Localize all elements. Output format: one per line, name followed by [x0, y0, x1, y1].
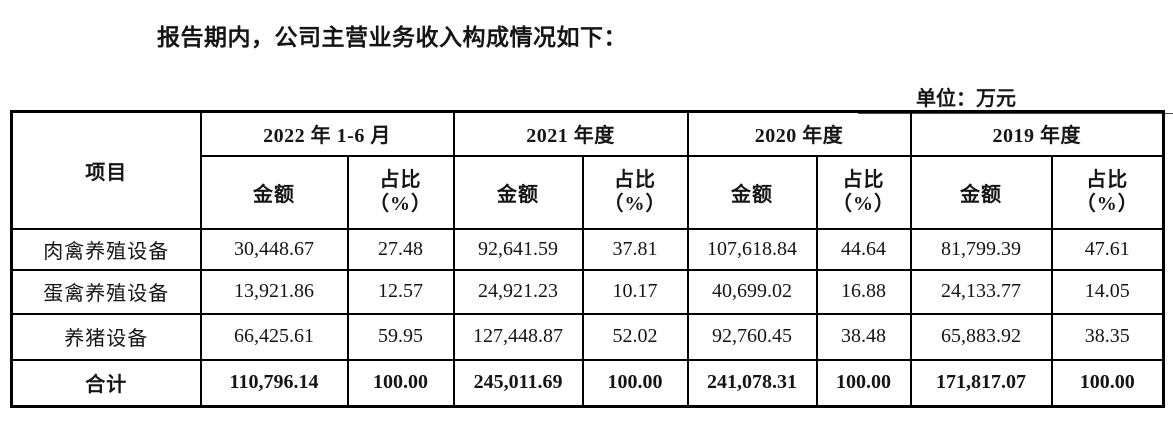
period-header-2019: 2019 年度 — [909, 110, 1165, 157]
amount-cell: 24,133.77 — [909, 268, 1053, 315]
row-label-total: 合计 — [10, 358, 202, 408]
row-label: 肉禽养殖设备 — [10, 227, 202, 271]
ratio-subheader-line1: 占比 — [1086, 169, 1129, 191]
amount-subheader: 金额 — [199, 154, 349, 230]
ratio-subheader: 占比 （%） — [1050, 154, 1165, 230]
ratio-cell: 59.95 — [346, 312, 455, 361]
amount-cell: 127,448.87 — [452, 312, 584, 361]
ratio-cell: 44.64 — [815, 227, 912, 271]
ratio-cell: 47.61 — [1050, 227, 1165, 271]
amount-subheader: 金额 — [452, 154, 584, 230]
amount-cell: 13,921.86 — [199, 268, 349, 315]
ratio-subheader-line2: （%） — [369, 193, 432, 215]
ratio-subheader-line1: 占比 — [842, 169, 885, 191]
amount-cell: 40,699.02 — [686, 268, 818, 315]
amount-cell: 110,796.14 — [199, 358, 349, 408]
ratio-cell: 38.48 — [815, 312, 912, 361]
item-column-header: 项目 — [10, 110, 202, 230]
amount-cell: 65,883.92 — [909, 312, 1053, 361]
ratio-cell: 14.05 — [1050, 268, 1165, 315]
row-label: 养猪设备 — [10, 312, 202, 361]
amount-subheader: 金额 — [909, 154, 1053, 230]
period-header-2021: 2021 年度 — [452, 110, 689, 157]
table-row-egg-poultry: 蛋禽养殖设备 13,921.86 12.57 24,921.23 10.17 4… — [10, 268, 1165, 315]
table-row-pig-equipment: 养猪设备 66,425.61 59.95 127,448.87 52.02 92… — [10, 312, 1165, 361]
period-header-2022: 2022 年 1-6 月 — [199, 110, 455, 157]
ratio-cell: 16.88 — [815, 268, 912, 315]
amount-cell: 92,760.45 — [686, 312, 818, 361]
amount-cell: 171,817.07 — [909, 358, 1053, 408]
header-row-periods: 项目 2022 年 1-6 月 2021 年度 2020 年度 2019 年度 — [10, 110, 1165, 230]
amount-cell: 30,448.67 — [199, 227, 349, 271]
ratio-cell: 12.57 — [346, 268, 455, 315]
ratio-subheader-line2: （%） — [832, 193, 896, 215]
amount-cell: 92,641.59 — [452, 227, 584, 271]
ratio-cell: 100.00 — [346, 358, 455, 408]
amount-cell: 66,425.61 — [199, 312, 349, 361]
ratio-subheader: 占比 （%） — [581, 154, 689, 230]
amount-cell: 24,921.23 — [452, 268, 584, 315]
revenue-composition-table: 项目 2022 年 1-6 月 2021 年度 2020 年度 2019 年度 … — [10, 110, 1166, 408]
period-header-2020: 2020 年度 — [686, 110, 912, 157]
table-row-total: 合计 110,796.14 100.00 245,011.69 100.00 2… — [10, 358, 1165, 408]
table-row-meat-poultry: 肉禽养殖设备 30,448.67 27.48 92,641.59 37.81 1… — [10, 227, 1165, 271]
ratio-subheader-line2: （%） — [1075, 193, 1139, 215]
row-label: 蛋禽养殖设备 — [10, 268, 202, 315]
unit-label-text: 单位：万元 — [916, 88, 1016, 110]
ratio-subheader: 占比 （%） — [815, 154, 912, 230]
ratio-cell: 100.00 — [581, 358, 689, 408]
ratio-cell: 27.48 — [346, 227, 455, 271]
amount-cell: 241,078.31 — [686, 358, 818, 408]
ratio-cell: 38.35 — [1050, 312, 1165, 361]
ratio-subheader-line1: 占比 — [379, 169, 422, 191]
ratio-cell: 10.17 — [581, 268, 689, 315]
ratio-subheader-line2: （%） — [603, 193, 667, 215]
ratio-subheader-line1: 占比 — [614, 169, 657, 191]
ratio-cell: 100.00 — [815, 358, 912, 408]
amount-subheader: 金额 — [686, 154, 818, 230]
ratio-cell: 37.81 — [581, 227, 689, 271]
amount-cell: 81,799.39 — [909, 227, 1053, 271]
section-title: 报告期内，公司主营业务收入构成情况如下： — [157, 25, 627, 50]
header-row-measures: 金额 占比 （%） 金额 占比 （%） 金额 占比 （%） 金额 占比 — [12, 154, 1165, 230]
ratio-subheader: 占比 （%） — [346, 154, 455, 230]
ratio-cell: 100.00 — [1050, 358, 1165, 408]
amount-cell: 107,618.84 — [686, 227, 818, 271]
amount-cell: 245,011.69 — [452, 358, 584, 408]
ratio-cell: 52.02 — [581, 312, 689, 361]
